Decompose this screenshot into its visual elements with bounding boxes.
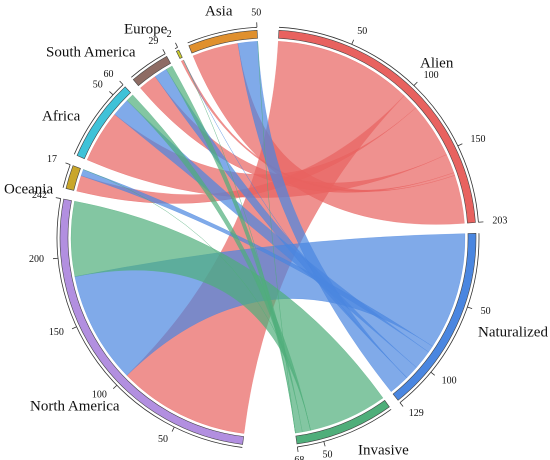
tick-label: 150 [49,327,64,338]
tick-label: 200 [29,254,44,265]
tick-label: 50 [357,26,367,37]
tick-label: 50 [158,434,168,445]
arc-line [73,84,124,155]
tick-mark [323,441,326,447]
tick-mark [457,143,463,147]
arc-line [297,409,392,448]
arc-line [279,26,479,223]
ribbon [237,41,408,393]
group-arc [132,55,171,87]
tick-mark [399,402,404,407]
tick-mark [296,446,299,452]
tick-label: 100 [92,389,107,400]
tick-label: 100 [442,375,457,386]
tick-label: 29 [148,36,158,47]
group-arc [76,86,132,160]
group-arc [65,165,81,191]
tick-mark [71,326,77,330]
group-label: South America [46,44,136,60]
tick-label: 17 [47,154,57,165]
tick-label: 50 [323,449,333,460]
tick-mark [112,384,118,390]
group-label: Oceania [4,181,53,197]
tick-mark [119,80,124,85]
tick-mark [430,371,435,376]
group-label: Africa [42,108,81,124]
group-arc [175,49,183,59]
tick-label: 50 [93,80,103,91]
arc-line [174,46,178,49]
ribbon [192,43,465,225]
tick-label: 100 [424,70,439,81]
ribbon [83,169,311,431]
tick-mark [65,162,71,165]
tick-label: 50 [481,306,491,317]
group-label: North America [30,398,120,414]
ribbon [257,41,296,434]
tick-label: 150 [470,134,485,145]
group-label: Invasive [358,442,409,458]
group-arc [392,233,477,401]
arc-line [187,26,257,44]
arc-line [399,233,480,403]
tick-mark [109,91,114,96]
ribbon [183,59,296,434]
tick-label: 68 [294,455,304,460]
tick-label: 50 [251,8,261,19]
group-label: Naturalized [478,324,548,340]
group-label: Europe [124,21,168,37]
group-arc [59,198,244,445]
group-label: Alien [420,55,454,71]
tick-mark [162,49,166,54]
tick-mark [351,39,355,45]
arc-line [62,164,71,188]
tick-label: 60 [103,69,113,80]
tick-label: 242 [32,190,47,201]
tick-label: 203 [492,216,507,227]
group-label: Asia [205,3,233,19]
group-arc [278,29,476,224]
tick-mark [175,42,178,48]
tick-mark [55,197,61,199]
arc-line [56,198,243,448]
tick-mark [413,81,418,86]
tick-label: 2 [167,29,172,40]
tick-label: 129 [409,408,424,419]
tick-mark [171,426,175,432]
group-arc [188,29,258,54]
tick-mark [467,306,473,310]
group-arc [295,399,390,445]
